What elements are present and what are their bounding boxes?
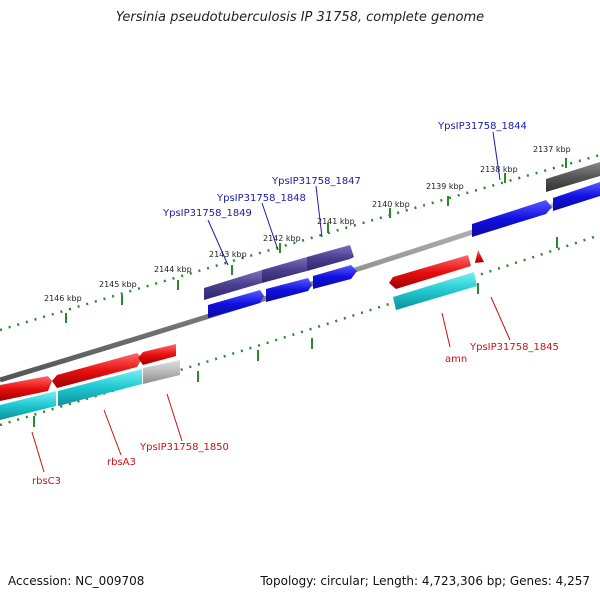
scale-label-2140: 2140 kbp — [372, 200, 410, 209]
scale-label-2137: 2137 kbp — [533, 145, 571, 154]
label-ypsip31758-1850[interactable]: YpsIP31758_1850 — [139, 442, 229, 453]
scale-label-2141: 2141 kbp — [317, 217, 355, 226]
inner-scale-track — [0, 233, 600, 427]
cds-ypsip31758-1848[interactable] — [266, 278, 312, 302]
scale-label-2142: 2142 kbp — [263, 234, 301, 243]
scale-label-2139: 2139 kbp — [426, 182, 464, 191]
cds-amn[interactable] — [389, 255, 471, 289]
outer-major-ticks — [65, 158, 567, 323]
forward-cds-row — [208, 182, 600, 318]
gene-ypsip31758-1850[interactable] — [143, 360, 180, 384]
label-ypsip31758-1849[interactable]: YpsIP31758_1849 — [162, 208, 252, 219]
reverse-cds-row — [0, 250, 484, 401]
accession-info: Accession: NC_009708 — [8, 574, 144, 588]
label-ypsip31758-1845[interactable]: YpsIP31758_1845 — [469, 342, 559, 353]
scale-label-2144: 2144 kbp — [154, 265, 192, 274]
cds-ypsip31758-1844-cont[interactable] — [553, 182, 600, 211]
label-ypsip31758-1844[interactable]: YpsIP31758_1844 — [437, 121, 527, 132]
topology-info: Topology: circular; Length: 4,723,306 bp… — [260, 574, 590, 588]
label-rbsc3[interactable]: rbsC3 — [32, 476, 61, 487]
label-rbsa3[interactable]: rbsA3 — [107, 457, 136, 468]
reverse-gene-row — [0, 272, 477, 420]
accession-label: Accession: — [8, 574, 72, 588]
gene-rbsa3[interactable] — [58, 369, 142, 406]
scale-label-2145: 2145 kbp — [99, 280, 137, 289]
scale-label-2143: 2143 kbp — [209, 250, 247, 259]
label-amn[interactable]: amn — [445, 354, 467, 365]
cds-ypsip31758-1847[interactable] — [313, 265, 357, 289]
cds-ypsip31758-1844[interactable] — [472, 200, 552, 237]
accession-value: NC_009708 — [75, 574, 145, 588]
gene-ypsip31758-1848[interactable] — [262, 257, 307, 283]
gene-ypsip31758-1847[interactable] — [307, 245, 354, 271]
gene-amn[interactable] — [393, 272, 477, 310]
cds-ypsip31758-1850[interactable] — [138, 344, 176, 365]
gene-ypsip31758-1844-top[interactable] — [546, 162, 600, 192]
label-ypsip31758-1848[interactable]: YpsIP31758_1848 — [216, 193, 306, 204]
page-title: Yersinia pseudotuberculosis IP 31758, co… — [115, 10, 485, 25]
label-ypsip31758-1847[interactable]: YpsIP31758_1847 — [271, 176, 361, 187]
forward-gene-row — [204, 162, 600, 300]
gene-ypsip31758-1849[interactable] — [204, 270, 262, 300]
cds-rbsc3[interactable] — [0, 376, 52, 401]
inner-major-ticks — [33, 237, 558, 427]
scale-label-2146: 2146 kbp — [44, 294, 82, 303]
cds-ypsip31758-1849[interactable] — [208, 290, 264, 318]
gene-rbsc3[interactable] — [0, 391, 56, 420]
cds-rbsa3[interactable] — [52, 353, 142, 388]
gene-labels: YpsIP31758_1844 YpsIP31758_1847 YpsIP317… — [32, 121, 559, 487]
cds-ypsip31758-1845[interactable] — [475, 250, 484, 263]
label-leaders — [31, 131, 511, 473]
